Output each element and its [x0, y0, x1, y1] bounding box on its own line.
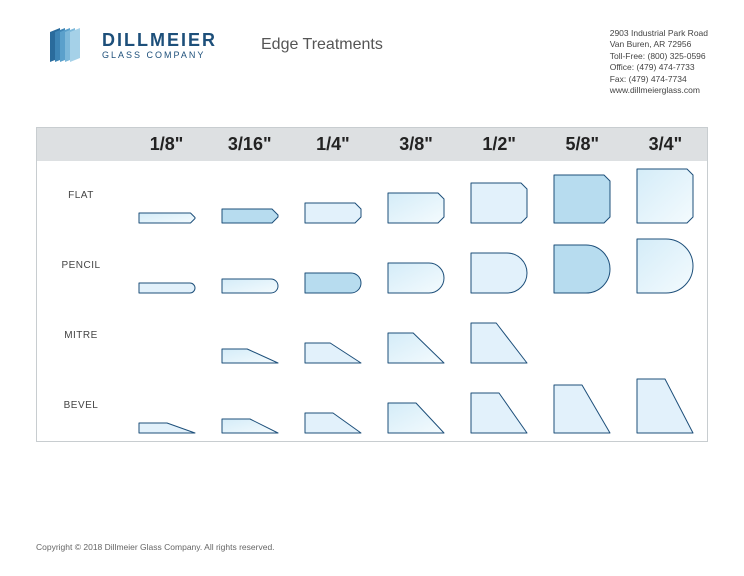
edge-treatments-chart: 1/8" 3/16" 1/4" 3/8" 1/2" 5/8" 3/4" FLAT — [36, 127, 708, 442]
glass-sample — [541, 378, 624, 434]
glass-sample — [291, 168, 374, 224]
glass-sample — [374, 378, 457, 434]
glass-sample — [374, 308, 457, 364]
chart-body: FLAT — [37, 161, 707, 441]
contact-web: www.dillmeierglass.com — [610, 85, 708, 96]
contact-addr2: Van Buren, AR 72956 — [610, 39, 708, 50]
glass-sample — [208, 308, 291, 364]
col-header: 1/2" — [458, 128, 541, 161]
glass-sample — [541, 308, 624, 364]
chart-header-row: 1/8" 3/16" 1/4" 3/8" 1/2" 5/8" 3/4" — [37, 128, 707, 161]
glass-sample — [624, 238, 707, 294]
contact-block: 2903 Industrial Park Road Van Buren, AR … — [610, 28, 708, 97]
col-header: 3/8" — [374, 128, 457, 161]
page-title: Edge Treatments — [261, 36, 383, 54]
glass-sample — [125, 308, 208, 364]
glass-sample — [374, 168, 457, 224]
glass-sample — [125, 378, 208, 434]
brand-name-2: GLASS COMPANY — [102, 51, 217, 60]
glass-sample — [458, 168, 541, 224]
brand-logo: DILLMEIER GLASS COMPANY — [50, 28, 217, 62]
row-label: BEVEL — [37, 400, 125, 411]
row-label: PENCIL — [37, 260, 125, 271]
glass-sample — [624, 168, 707, 224]
glass-sample — [458, 378, 541, 434]
glass-sample — [208, 238, 291, 294]
glass-sample — [208, 378, 291, 434]
copyright-text: Copyright © 2018 Dillmeier Glass Company… — [36, 542, 275, 552]
contact-tollfree: Toll-Free: (800) 325-0596 — [610, 51, 708, 62]
glass-sample — [125, 238, 208, 294]
logo-icon — [50, 28, 92, 62]
chart-row-pencil: PENCIL — [37, 231, 707, 301]
col-header: 5/8" — [541, 128, 624, 161]
glass-sample — [291, 378, 374, 434]
glass-sample — [541, 168, 624, 224]
col-header: 1/8" — [125, 128, 208, 161]
col-header: 1/4" — [291, 128, 374, 161]
row-label: MITRE — [37, 330, 125, 341]
glass-sample — [291, 308, 374, 364]
glass-sample — [458, 238, 541, 294]
header: DILLMEIER GLASS COMPANY Edge Treatments … — [0, 0, 744, 97]
glass-sample — [208, 168, 291, 224]
contact-fax: Fax: (479) 474-7734 — [610, 74, 708, 85]
col-header: 3/16" — [208, 128, 291, 161]
chart-row-flat: FLAT — [37, 161, 707, 231]
contact-office: Office: (479) 474-7733 — [610, 62, 708, 73]
col-header: 3/4" — [624, 128, 707, 161]
brand-name-1: DILLMEIER — [102, 31, 217, 49]
glass-sample — [624, 378, 707, 434]
chart-row-mitre: MITRE — [37, 301, 707, 371]
chart-row-bevel: BEVEL — [37, 371, 707, 441]
contact-addr1: 2903 Industrial Park Road — [610, 28, 708, 39]
glass-sample — [125, 168, 208, 224]
glass-sample — [374, 238, 457, 294]
row-label: FLAT — [37, 190, 125, 201]
glass-sample — [458, 308, 541, 364]
glass-sample — [624, 308, 707, 364]
glass-sample — [541, 238, 624, 294]
glass-sample — [291, 238, 374, 294]
